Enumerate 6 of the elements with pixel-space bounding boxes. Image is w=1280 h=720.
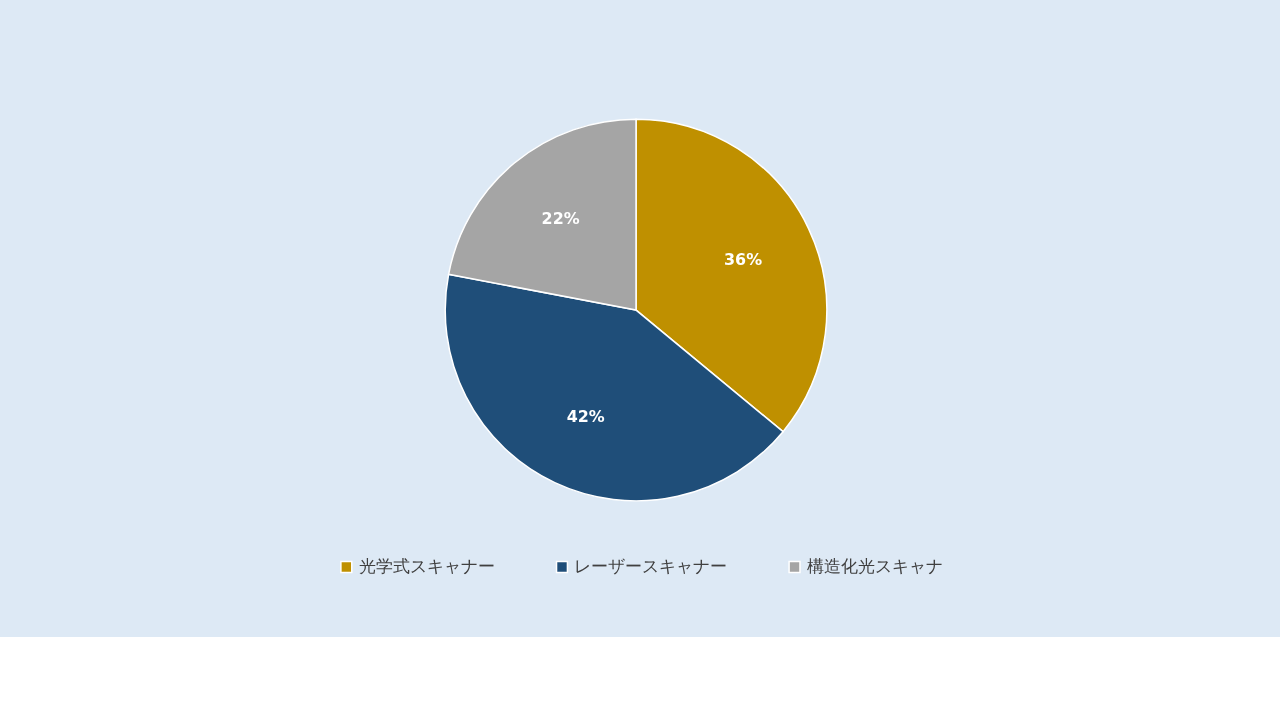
data-label: 42%: [566, 407, 605, 427]
legend-label: 光学式スキャナー: [358, 555, 495, 576]
legend-label: レーザースキャナー: [574, 555, 728, 576]
legend-label: 構造化光スキャナ: [806, 555, 943, 576]
data-label: 36%: [724, 249, 763, 269]
data-label: 22%: [541, 208, 580, 228]
